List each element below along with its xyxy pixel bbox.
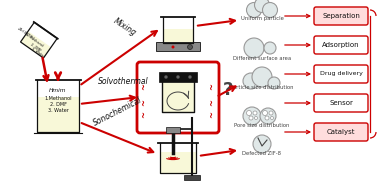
Circle shape (265, 116, 269, 120)
Text: Catalyst: Catalyst (327, 129, 355, 135)
Text: 1.Methanol: 1.Methanol (44, 96, 72, 101)
Text: ~: ~ (206, 83, 215, 90)
FancyBboxPatch shape (166, 127, 180, 133)
Text: Defected ZIF-8: Defected ZIF-8 (243, 151, 282, 156)
FancyBboxPatch shape (159, 72, 197, 82)
Text: Solvothermal: Solvothermal (98, 77, 148, 86)
Text: 3. Water: 3. Water (48, 108, 68, 113)
Text: Pore size distribution: Pore size distribution (234, 123, 290, 128)
Text: Different surface area: Different surface area (233, 56, 291, 61)
Circle shape (187, 45, 192, 49)
Circle shape (243, 73, 259, 89)
FancyBboxPatch shape (184, 175, 200, 180)
Circle shape (176, 75, 180, 79)
FancyBboxPatch shape (156, 42, 200, 51)
Text: $Zn(NO_3)_2$: $Zn(NO_3)_2$ (15, 25, 37, 43)
Circle shape (252, 67, 272, 87)
Polygon shape (20, 31, 51, 58)
Text: ?: ? (223, 81, 233, 99)
Circle shape (271, 117, 274, 120)
Text: ~: ~ (206, 111, 215, 118)
Circle shape (164, 75, 168, 79)
FancyBboxPatch shape (314, 65, 368, 83)
Text: 2. DMF: 2. DMF (30, 43, 42, 53)
Text: Drug delivery: Drug delivery (319, 71, 363, 77)
FancyBboxPatch shape (314, 7, 368, 25)
Text: 1. Methanol: 1. Methanol (24, 33, 44, 48)
FancyBboxPatch shape (160, 152, 196, 173)
Circle shape (268, 77, 280, 89)
Circle shape (253, 111, 257, 115)
Text: Mixing: Mixing (112, 17, 138, 38)
Circle shape (262, 111, 268, 115)
Text: ~: ~ (206, 99, 215, 105)
Circle shape (246, 2, 262, 17)
Text: Sonochemical: Sonochemical (92, 96, 144, 128)
Text: Uniform particle: Uniform particle (240, 16, 284, 21)
Text: Sensor: Sensor (329, 100, 353, 106)
Text: ~: ~ (138, 83, 147, 90)
FancyBboxPatch shape (163, 29, 193, 43)
Circle shape (249, 116, 253, 120)
FancyBboxPatch shape (314, 94, 368, 112)
Text: Separation: Separation (322, 13, 360, 19)
Circle shape (264, 42, 276, 54)
Circle shape (246, 111, 251, 115)
Text: 2. DMF: 2. DMF (50, 102, 67, 107)
Circle shape (254, 0, 270, 12)
Text: ~: ~ (138, 111, 147, 118)
Circle shape (260, 108, 276, 124)
Circle shape (269, 111, 273, 115)
Circle shape (172, 45, 175, 49)
Text: Hmim: Hmim (49, 88, 67, 93)
FancyBboxPatch shape (314, 123, 368, 141)
FancyBboxPatch shape (314, 36, 368, 54)
Circle shape (188, 75, 192, 79)
Text: Adsorption: Adsorption (322, 42, 360, 48)
Circle shape (244, 38, 264, 58)
Circle shape (253, 135, 271, 153)
Text: 3. Water: 3. Water (31, 46, 45, 58)
FancyBboxPatch shape (162, 82, 194, 112)
FancyBboxPatch shape (37, 97, 79, 132)
Text: Particle size distribution: Particle size distribution (230, 85, 294, 90)
Circle shape (262, 2, 277, 17)
Circle shape (254, 117, 257, 120)
Text: ~: ~ (138, 99, 147, 105)
Circle shape (243, 107, 261, 125)
